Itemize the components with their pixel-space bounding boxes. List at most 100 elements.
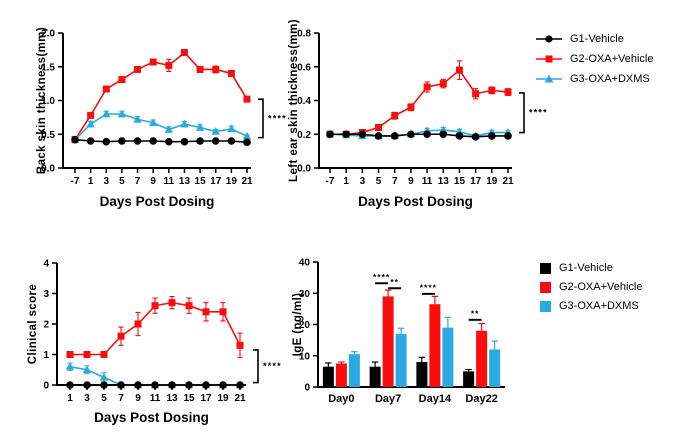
svg-text:17: 17 <box>200 393 212 404</box>
svg-text:11: 11 <box>422 176 433 187</box>
legend-item-g3: G3-OXA+DXMS <box>536 73 653 85</box>
svg-text:0.0: 0.0 <box>41 164 55 175</box>
svg-text:5: 5 <box>376 176 382 187</box>
significance-bracket: **** <box>253 349 282 384</box>
svg-text:15: 15 <box>183 393 195 404</box>
svg-text:**: ** <box>471 308 480 318</box>
svg-text:9: 9 <box>150 176 156 187</box>
svg-text:Back skin thickness(mm): Back skin thickness(mm) <box>36 27 48 174</box>
square-marker-icon <box>536 55 562 63</box>
svg-text:11: 11 <box>164 176 175 187</box>
svg-text:20: 20 <box>299 320 311 331</box>
significance-bracket: **** <box>519 92 547 134</box>
svg-text:**: ** <box>390 277 399 287</box>
svg-text:0.0: 0.0 <box>297 164 311 175</box>
x-tick-labels: -7 1 3 5 7 9 11 13 15 17 19 21 <box>326 168 514 187</box>
legend-item-g1: G1-Vehicle <box>540 262 642 274</box>
legend-label: G3-OXA+DXMS <box>559 300 639 312</box>
svg-text:9: 9 <box>408 176 414 187</box>
swatch-icon <box>540 262 551 274</box>
series-G2-OXA+Vehicle <box>335 289 488 387</box>
legend-label: G3-OXA+DXMS <box>570 73 650 85</box>
series-G2-OXA+Vehicle <box>66 296 244 359</box>
svg-text:3: 3 <box>103 176 109 187</box>
svg-text:1: 1 <box>43 350 49 361</box>
svg-text:IgE (ng/ml): IgE (ng/ml) <box>292 293 304 357</box>
svg-text:0.2: 0.2 <box>297 130 311 141</box>
svg-text:0.5: 0.5 <box>41 130 55 141</box>
legend-item-g1: G1-Vehicle <box>536 33 653 45</box>
legend-label: G2-OXA+Vehicle <box>570 53 654 65</box>
svg-text:0.8: 0.8 <box>297 29 311 40</box>
swatch-icon <box>540 300 551 312</box>
svg-text:40: 40 <box>299 258 311 269</box>
legend-label: G1-Vehicle <box>570 33 624 45</box>
axes: 0.0 0.5 1.0 1.5 2.0 <box>41 29 251 175</box>
series-G2-OXA+Vehicle <box>326 60 512 138</box>
svg-text:3: 3 <box>43 289 49 300</box>
svg-text:2.0: 2.0 <box>41 29 55 40</box>
significance-bar: **** <box>420 282 437 295</box>
svg-text:1: 1 <box>343 176 349 187</box>
svg-text:Day7: Day7 <box>375 393 401 405</box>
svg-text:1.5: 1.5 <box>41 62 55 73</box>
legend-item-g2: G2-OXA+Vehicle <box>540 281 642 293</box>
svg-text:19: 19 <box>486 176 498 187</box>
svg-text:11: 11 <box>150 393 161 404</box>
svg-text:2: 2 <box>43 320 49 331</box>
series-G2-OXA+Vehicle <box>71 49 251 144</box>
legend-label: G1-Vehicle <box>559 262 613 274</box>
svg-text:****: **** <box>420 282 437 292</box>
svg-text:Day0: Day0 <box>328 393 354 405</box>
svg-text:7: 7 <box>392 176 398 187</box>
svg-text:****: **** <box>373 272 390 282</box>
svg-text:0: 0 <box>43 381 49 392</box>
axes: 0 1 2 3 4 <box>43 259 246 392</box>
svg-text:Clinical score: Clinical score <box>27 284 39 364</box>
svg-text:Left ear skin thickness(mm): Left ear skin thickness(mm) <box>288 19 300 182</box>
svg-text:13: 13 <box>179 176 191 187</box>
axes: 0.0 0.2 0.4 0.6 0.8 <box>297 29 512 175</box>
svg-text:19: 19 <box>226 176 238 187</box>
svg-text:1.0: 1.0 <box>41 96 55 107</box>
legend-item-g3: G3-OXA+DXMS <box>540 300 642 312</box>
svg-text:15: 15 <box>454 176 466 187</box>
series-G1-Vehicle <box>326 130 512 141</box>
svg-text:10: 10 <box>299 351 311 362</box>
svg-text:-7: -7 <box>71 176 80 187</box>
significance-bar: ** <box>388 277 402 290</box>
svg-text:5: 5 <box>101 393 107 404</box>
significance-bar: **** <box>373 272 390 285</box>
svg-text:Days Post Dosing: Days Post Dosing <box>358 194 473 209</box>
legend-item-g2: G2-OXA+Vehicle <box>536 53 653 65</box>
svg-text:1: 1 <box>88 176 94 187</box>
svg-text:7: 7 <box>135 176 141 187</box>
series-G1-Vehicle <box>71 135 251 147</box>
series-legend-top: G1-Vehicle G2-OXA+Vehicle G3-OXA+DXMS <box>536 33 653 93</box>
svg-text:-7: -7 <box>326 176 335 187</box>
triangle-marker-icon <box>536 74 562 83</box>
svg-text:****: **** <box>263 361 282 371</box>
svg-text:21: 21 <box>502 176 514 187</box>
category-labels: Day0 Day7 Day14 Day22 <box>328 393 498 405</box>
svg-text:17: 17 <box>210 176 222 187</box>
swatch-icon <box>540 281 551 293</box>
circle-marker-icon <box>536 35 562 43</box>
series-G3-OXA+DXMS <box>70 109 252 143</box>
x-tick-labels: 1 3 5 7 9 11 13 15 17 19 21 <box>67 385 246 404</box>
svg-text:15: 15 <box>195 176 207 187</box>
svg-text:3: 3 <box>84 393 90 404</box>
svg-text:13: 13 <box>438 176 450 187</box>
svg-text:5: 5 <box>119 176 125 187</box>
svg-text:30: 30 <box>299 289 311 300</box>
series-legend-bottom: G1-Vehicle G2-OXA+Vehicle G3-OXA+DXMS <box>540 262 642 319</box>
svg-text:Day22: Day22 <box>465 393 497 405</box>
significance-bracket: **** <box>258 98 286 139</box>
significance-bar: ** <box>468 308 482 321</box>
svg-text:13: 13 <box>166 393 178 404</box>
svg-text:0.6: 0.6 <box>297 62 311 73</box>
svg-text:Days Post Dosing: Days Post Dosing <box>100 194 215 209</box>
series-G1-Vehicle <box>66 381 244 389</box>
